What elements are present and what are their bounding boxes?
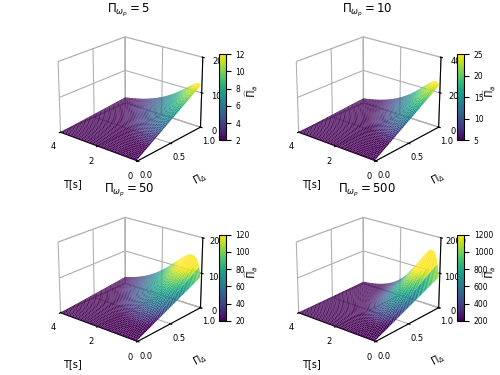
Y-axis label: $\Pi_{\Delta}$: $\Pi_{\Delta}$ (428, 350, 447, 369)
Y-axis label: $\Pi_{\Delta}$: $\Pi_{\Delta}$ (190, 170, 209, 188)
Title: $\Pi_{\omega_p} = 10$: $\Pi_{\omega_p} = 10$ (342, 2, 392, 19)
X-axis label: T[s]: T[s] (302, 360, 320, 369)
X-axis label: T[s]: T[s] (64, 179, 82, 189)
Title: $\Pi_{\omega_p} = 500$: $\Pi_{\omega_p} = 500$ (338, 182, 396, 199)
Y-axis label: $\Pi_{\Delta}$: $\Pi_{\Delta}$ (190, 350, 209, 369)
X-axis label: T[s]: T[s] (64, 360, 82, 369)
Title: $\Pi_{\omega_p} = 5$: $\Pi_{\omega_p} = 5$ (108, 2, 150, 19)
Title: $\Pi_{\omega_p} = 50$: $\Pi_{\omega_p} = 50$ (104, 182, 154, 199)
Y-axis label: $\Pi_{\Delta}$: $\Pi_{\Delta}$ (428, 170, 447, 188)
X-axis label: T[s]: T[s] (302, 179, 320, 189)
